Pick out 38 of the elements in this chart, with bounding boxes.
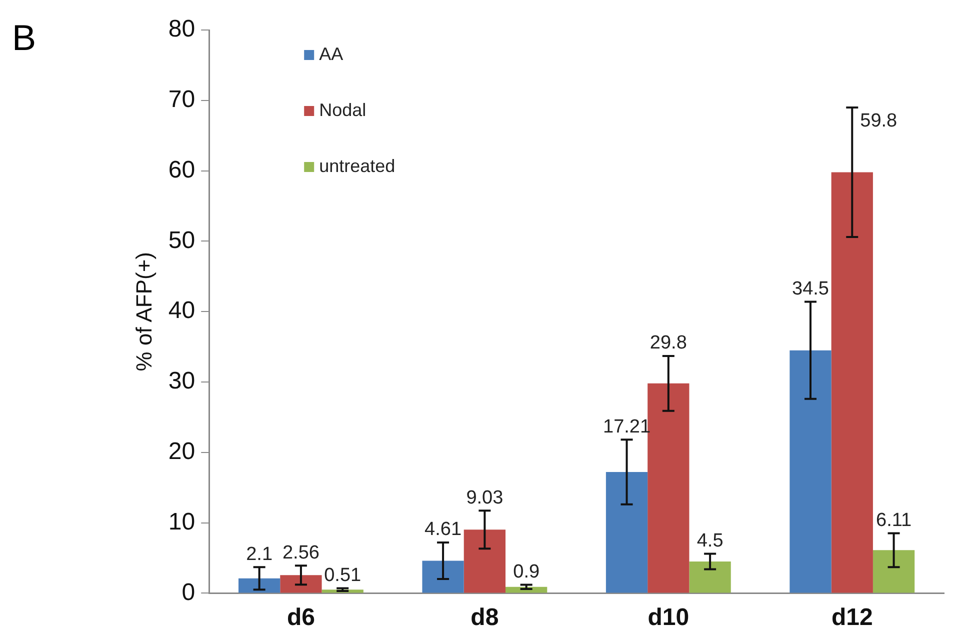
bar [872, 550, 915, 593]
x-tick-label: d6 [286, 604, 315, 632]
y-tick-label: 80 [168, 16, 196, 43]
y-tick-label: 30 [168, 368, 196, 395]
data-label: 2.1 [246, 544, 273, 565]
bar [280, 575, 322, 593]
data-label: 4.5 [696, 530, 724, 552]
x-tick-label: d12 [831, 604, 873, 632]
data-label: 59.8 [860, 110, 898, 132]
bar [238, 578, 280, 593]
y-tick-label: 50 [168, 226, 196, 254]
y-tick-label: 20 [168, 438, 196, 466]
bar [689, 562, 731, 593]
legend-label: AA [319, 44, 344, 64]
bar [831, 172, 873, 593]
x-tick-label: d8 [470, 604, 499, 632]
data-label: 0.51 [324, 564, 362, 586]
data-label: 6.11 [876, 510, 912, 532]
legend-label: untreated [319, 156, 396, 176]
x-tick-label: d10 [648, 604, 690, 632]
bar [790, 350, 832, 593]
bar [422, 560, 464, 593]
data-label: 29.8 [650, 332, 687, 354]
y-tick-label: 70 [168, 86, 196, 114]
data-label: 4.61 [424, 519, 462, 540]
data-label: 9.03 [466, 487, 504, 508]
y-tick-label: 10 [168, 508, 196, 536]
legend-label: Nodal [319, 100, 366, 120]
y-tick-label: 40 [168, 297, 196, 324]
data-label: 0.9 [513, 561, 540, 582]
bar [606, 472, 648, 593]
y-tick-label: 0 [182, 578, 196, 606]
y-tick-label: 60 [168, 156, 196, 184]
y-axis-title: % of AFP(+) [131, 252, 156, 372]
data-label: 2.56 [282, 542, 320, 564]
bar [464, 530, 506, 593]
chart-title: B [12, 16, 36, 58]
data-label: 34.5 [792, 278, 829, 300]
